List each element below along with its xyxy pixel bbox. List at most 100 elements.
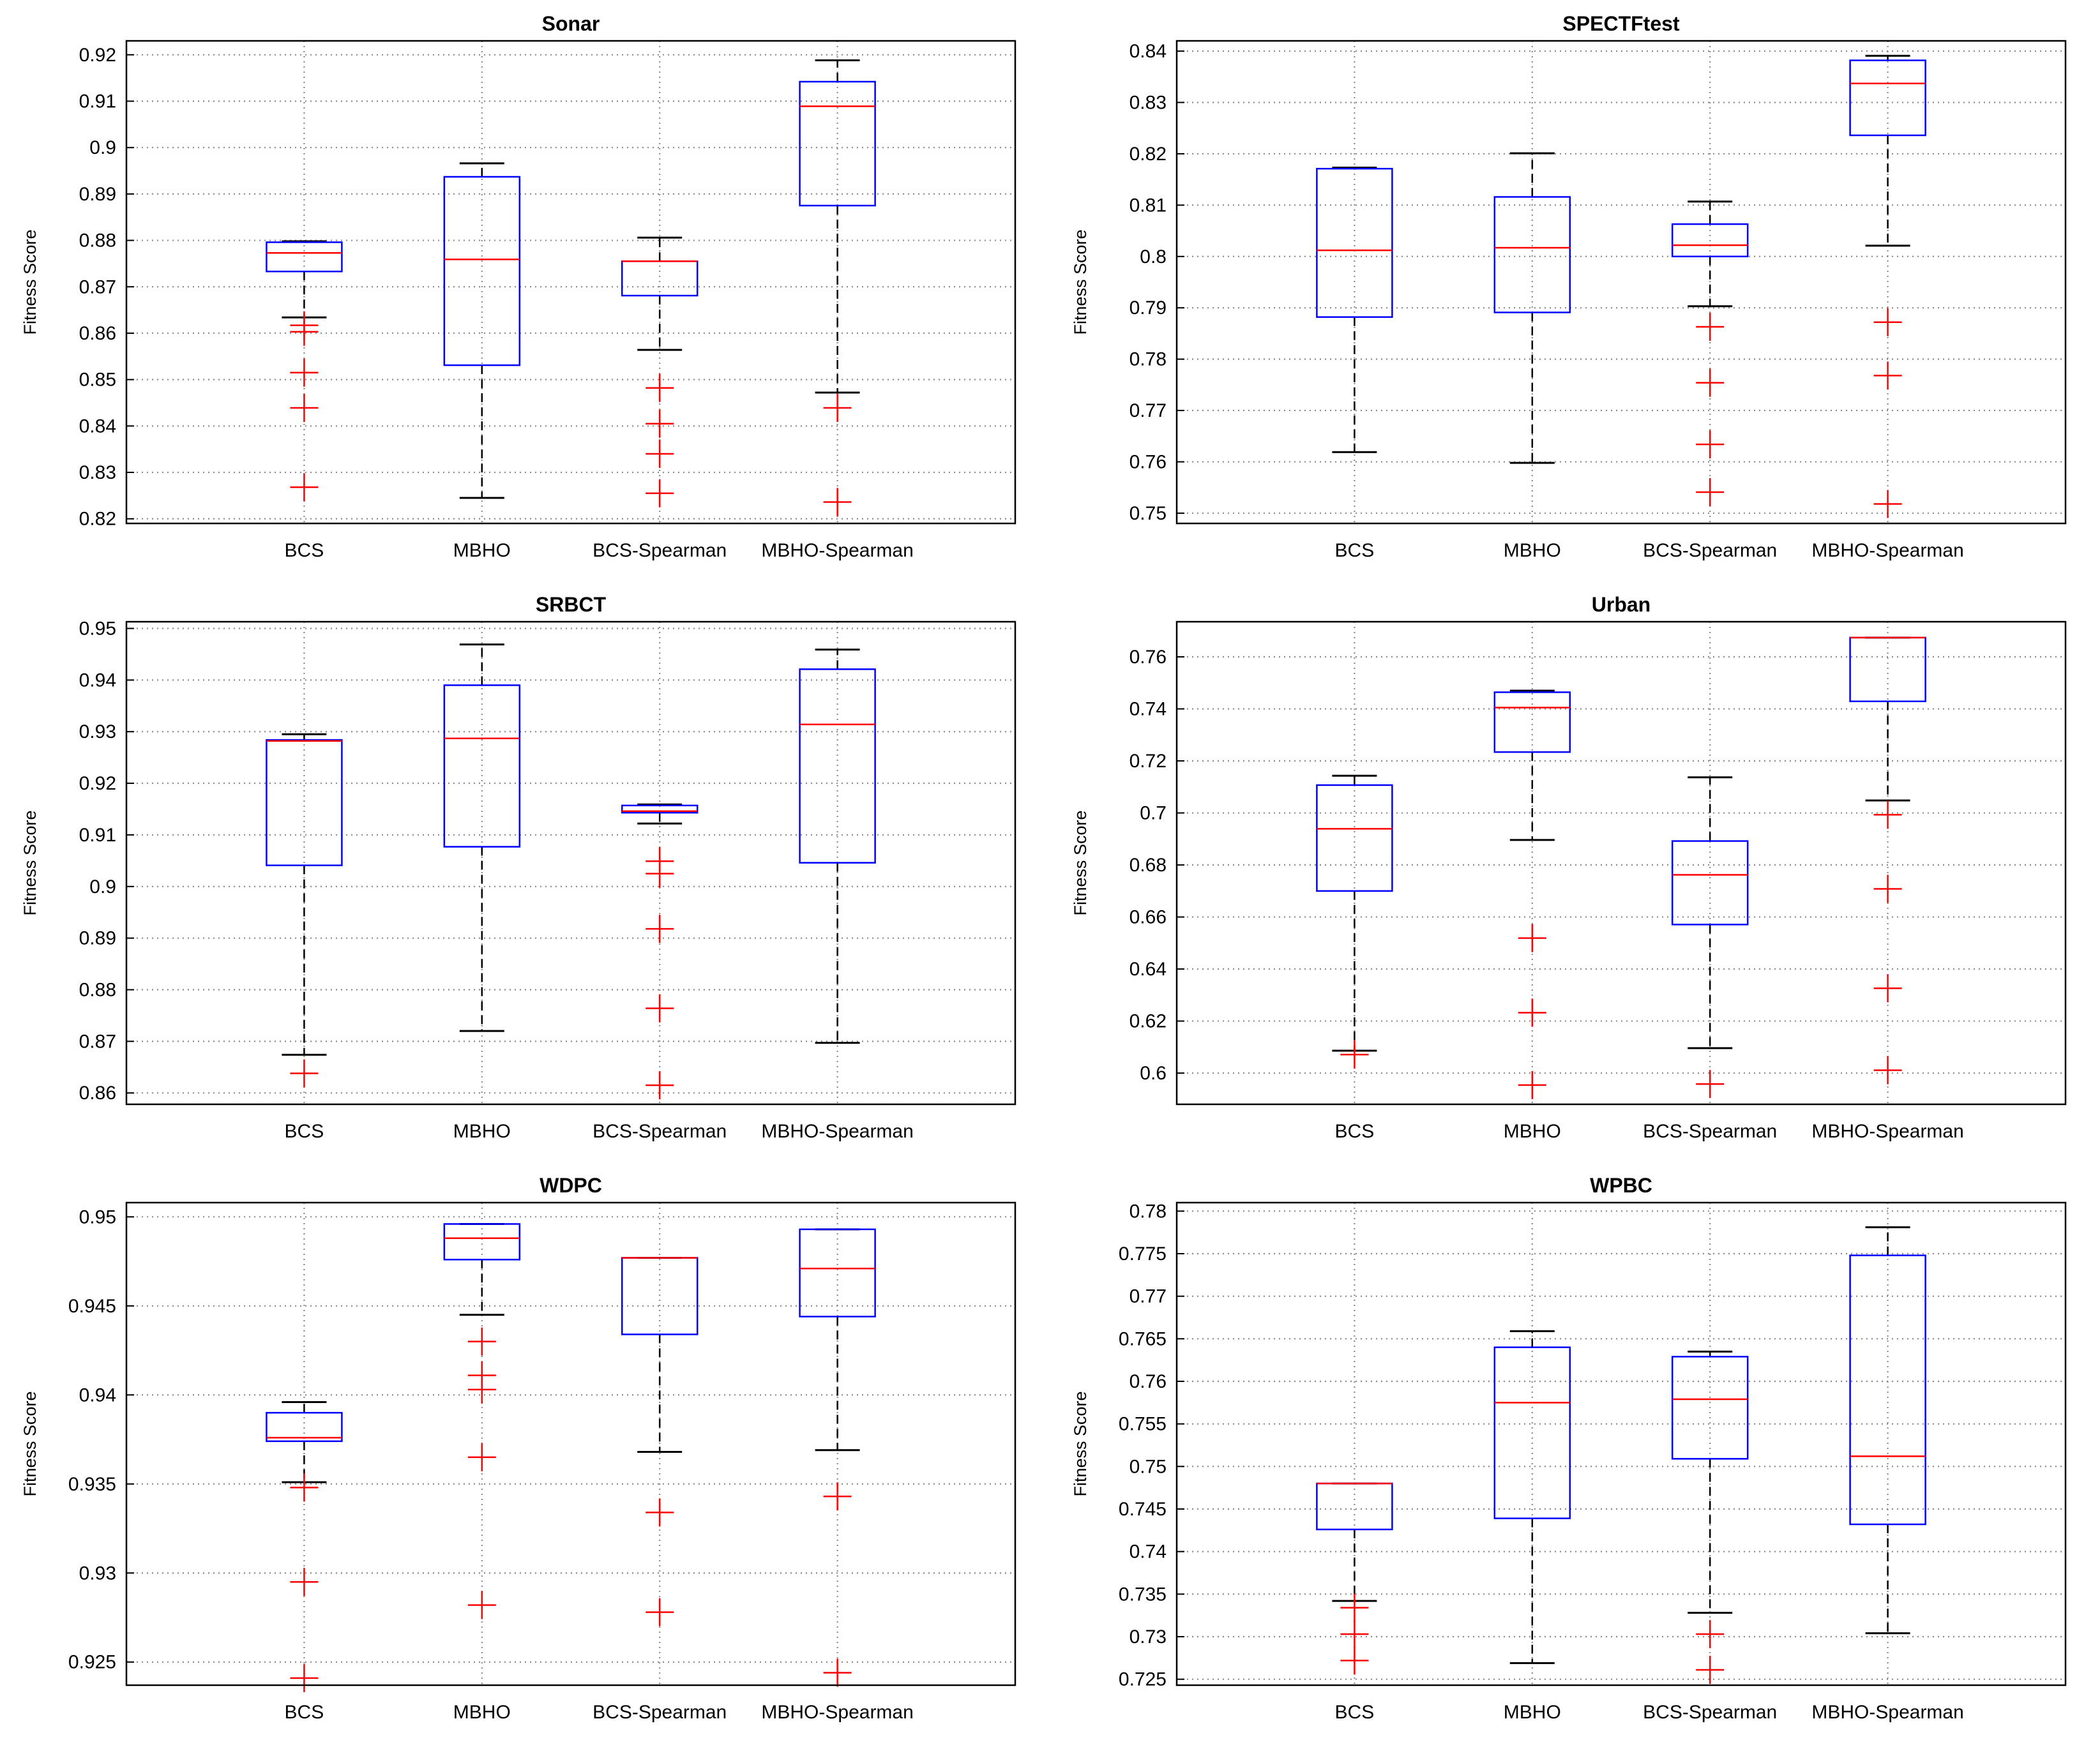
wdpc-mbho-spearman-box (799, 1228, 876, 1318)
sonar-mbho-xtick-label: MBHO (453, 540, 511, 561)
wpbc-bcs-xtick-label: BCS (1335, 1702, 1375, 1723)
wdpc-bcs-xtick-label: BCS (285, 1702, 324, 1723)
wdpc-mbho-outlier-4 (467, 1327, 496, 1356)
spectftest-ytick-label-8: 0.83 (1129, 93, 1167, 114)
sonar-bcs-box (266, 241, 343, 273)
spectftest-bcs-xtick-label: BCS (1335, 540, 1375, 561)
urban-axes-frame (1175, 620, 2067, 1106)
wpbc-ytick-label-3: 0.74 (1129, 1542, 1167, 1563)
urban-mbho-spearman-outlier-1 (1873, 974, 1902, 1003)
wdpc-mbho-outlier-3 (467, 1361, 496, 1390)
sonar-bcs-outlier-0 (290, 473, 319, 502)
wdpc-ytick-label-2: 0.935 (68, 1474, 116, 1495)
sonar-ytick-label-9: 0.91 (79, 91, 116, 112)
sonar-ytick-label-5: 0.87 (79, 276, 116, 297)
srbct-ytick-label-6: 0.92 (79, 773, 116, 794)
urban-ytick-label-8: 0.76 (1129, 647, 1167, 668)
srbct-bcs-box (266, 739, 343, 866)
sonar-ytick-label-8: 0.9 (89, 137, 116, 158)
urban-mbho-spearman-xtick-label: MBHO-Spearman (1811, 1121, 1963, 1142)
sonar-bcs-spearman-xtick-label: BCS-Spearman (593, 540, 727, 561)
srbct-title: SRBCT (536, 593, 607, 616)
spectftest-ytick-label-3: 0.78 (1129, 349, 1167, 370)
chart-panel-sonar: Sonar 0.82 0.83 0.84 0.85 0.86 0.87 0.88 0.89 0.9… (20, 12, 1016, 561)
wpbc-ytick-label-5: 0.75 (1129, 1456, 1167, 1477)
urban-ytick-label-1: 0.62 (1129, 1011, 1167, 1032)
srbct-ytick-label-3: 0.89 (79, 928, 116, 949)
urban-mbho-spearman-outlier-3 (1873, 800, 1902, 829)
wpbc-mbho-spearman-box (1849, 1254, 1926, 1526)
srbct-ytick-label-0: 0.86 (79, 1083, 116, 1104)
chart-panel-urban: Urban 0.6 0.62 0.64 0.66 0.68 0.7 0.72 0.74 0.76 F… (1071, 593, 2067, 1142)
wdpc-title: WDPC (540, 1174, 602, 1197)
srbct-axes-frame (125, 620, 1016, 1106)
urban-mbho-outlier-2 (1518, 924, 1546, 952)
wpbc-ytick-label-7: 0.76 (1129, 1371, 1167, 1392)
wdpc-mbho-outlier-1 (467, 1443, 496, 1471)
srbct-bcs-spearman-outlier-1 (646, 994, 674, 1023)
wpbc-ytick-label-0: 0.725 (1119, 1669, 1167, 1690)
srbct-mbho-spearman-xtick-label: MBHO-Spearman (761, 1121, 913, 1142)
spectftest-axes-frame (1175, 40, 2067, 525)
spectftest-ytick-label-6: 0.81 (1129, 195, 1167, 216)
wpbc-axes-frame (1175, 1201, 2067, 1686)
wdpc-axes-frame (125, 1201, 1016, 1686)
wpbc-mbho-xtick-label: MBHO (1504, 1702, 1561, 1723)
urban-bcs-box (1316, 784, 1393, 892)
spectftest-bcs-box (1316, 168, 1393, 318)
sonar-bcs-spearman-outlier-1 (646, 439, 674, 468)
srbct-bcs-spearman-outlier-4 (646, 847, 674, 876)
urban-y-axis-label: Fitness Score (1071, 810, 1090, 915)
spectftest-mbho-spearman-box (1849, 59, 1926, 137)
spectftest-ytick-label-2: 0.77 (1129, 400, 1167, 421)
wdpc-bcs-spearman-outlier-1 (646, 1498, 674, 1527)
sonar-bcs-outlier-4 (290, 311, 319, 340)
wdpc-mbho-spearman-xtick-label: MBHO-Spearman (761, 1702, 913, 1723)
urban-bcs-spearman-xtick-label: BCS-Spearman (1643, 1121, 1777, 1142)
spectftest-y-axis-label: Fitness Score (1071, 229, 1090, 334)
urban-ytick-label-4: 0.68 (1129, 855, 1167, 876)
wpbc-ytick-label-10: 0.775 (1119, 1243, 1167, 1265)
srbct-ytick-label-8: 0.94 (79, 670, 116, 691)
srbct-bcs-outlier-0 (290, 1059, 319, 1088)
urban-ytick-label-6: 0.72 (1129, 751, 1167, 772)
srbct-ytick-label-7: 0.93 (79, 721, 116, 742)
srbct-ytick-label-5: 0.91 (79, 825, 116, 846)
srbct-bcs-spearman-xtick-label: BCS-Spearman (593, 1121, 727, 1142)
spectftest-title: SPECTFtest (1562, 12, 1679, 35)
spectftest-bcs-spearman-box (1671, 223, 1749, 258)
spectftest-ytick-label-7: 0.82 (1129, 144, 1167, 165)
spectftest-mbho-spearman-xtick-label: MBHO-Spearman (1811, 540, 1963, 561)
wdpc-ytick-label-1: 0.93 (79, 1563, 116, 1584)
wdpc-ytick-label-4: 0.945 (68, 1296, 116, 1317)
wpbc-ytick-label-11: 0.78 (1129, 1201, 1167, 1222)
wpbc-y-axis-label: Fitness Score (1071, 1391, 1090, 1496)
wdpc-mbho-outlier-0 (467, 1591, 496, 1619)
wpbc-bcs-outlier-0 (1340, 1646, 1369, 1675)
wpbc-mbho-spearman-xtick-label: MBHO-Spearman (1811, 1702, 1963, 1723)
spectftest-mbho-spearman-outlier-2 (1873, 308, 1902, 336)
sonar-mbho-spearman-box (799, 80, 876, 207)
spectftest-ytick-label-9: 0.84 (1129, 41, 1167, 62)
sonar-bcs-spearman-outlier-2 (646, 409, 674, 438)
wpbc-bcs-box (1316, 1482, 1393, 1531)
wpbc-ytick-label-4: 0.745 (1119, 1499, 1167, 1520)
urban-mbho-spearman-box (1849, 636, 1926, 702)
srbct-ytick-label-9: 0.95 (79, 619, 116, 640)
urban-mbho-outlier-1 (1518, 998, 1546, 1027)
urban-bcs-xtick-label: BCS (1335, 1121, 1375, 1142)
urban-ytick-label-2: 0.64 (1129, 959, 1167, 980)
spectftest-bcs-spearman-outlier-3 (1696, 312, 1725, 341)
spectftest-mbho-spearman-outlier-0 (1873, 490, 1902, 518)
urban-mbho-xtick-label: MBHO (1504, 1121, 1561, 1142)
wdpc-ytick-label-0: 0.925 (68, 1652, 116, 1673)
spectftest-ytick-label-1: 0.76 (1129, 451, 1167, 472)
sonar-ytick-label-1: 0.83 (79, 462, 116, 483)
urban-mbho-box (1493, 691, 1571, 753)
wpbc-ytick-label-9: 0.77 (1129, 1286, 1167, 1307)
sonar-bcs-xtick-label: BCS (285, 540, 324, 561)
wpbc-bcs-spearman-outlier-0 (1696, 1656, 1725, 1684)
urban-bcs-outlier-0 (1340, 1040, 1369, 1069)
wdpc-bcs-spearman-xtick-label: BCS-Spearman (593, 1702, 727, 1723)
spectftest-mbho-xtick-label: MBHO (1504, 540, 1561, 561)
